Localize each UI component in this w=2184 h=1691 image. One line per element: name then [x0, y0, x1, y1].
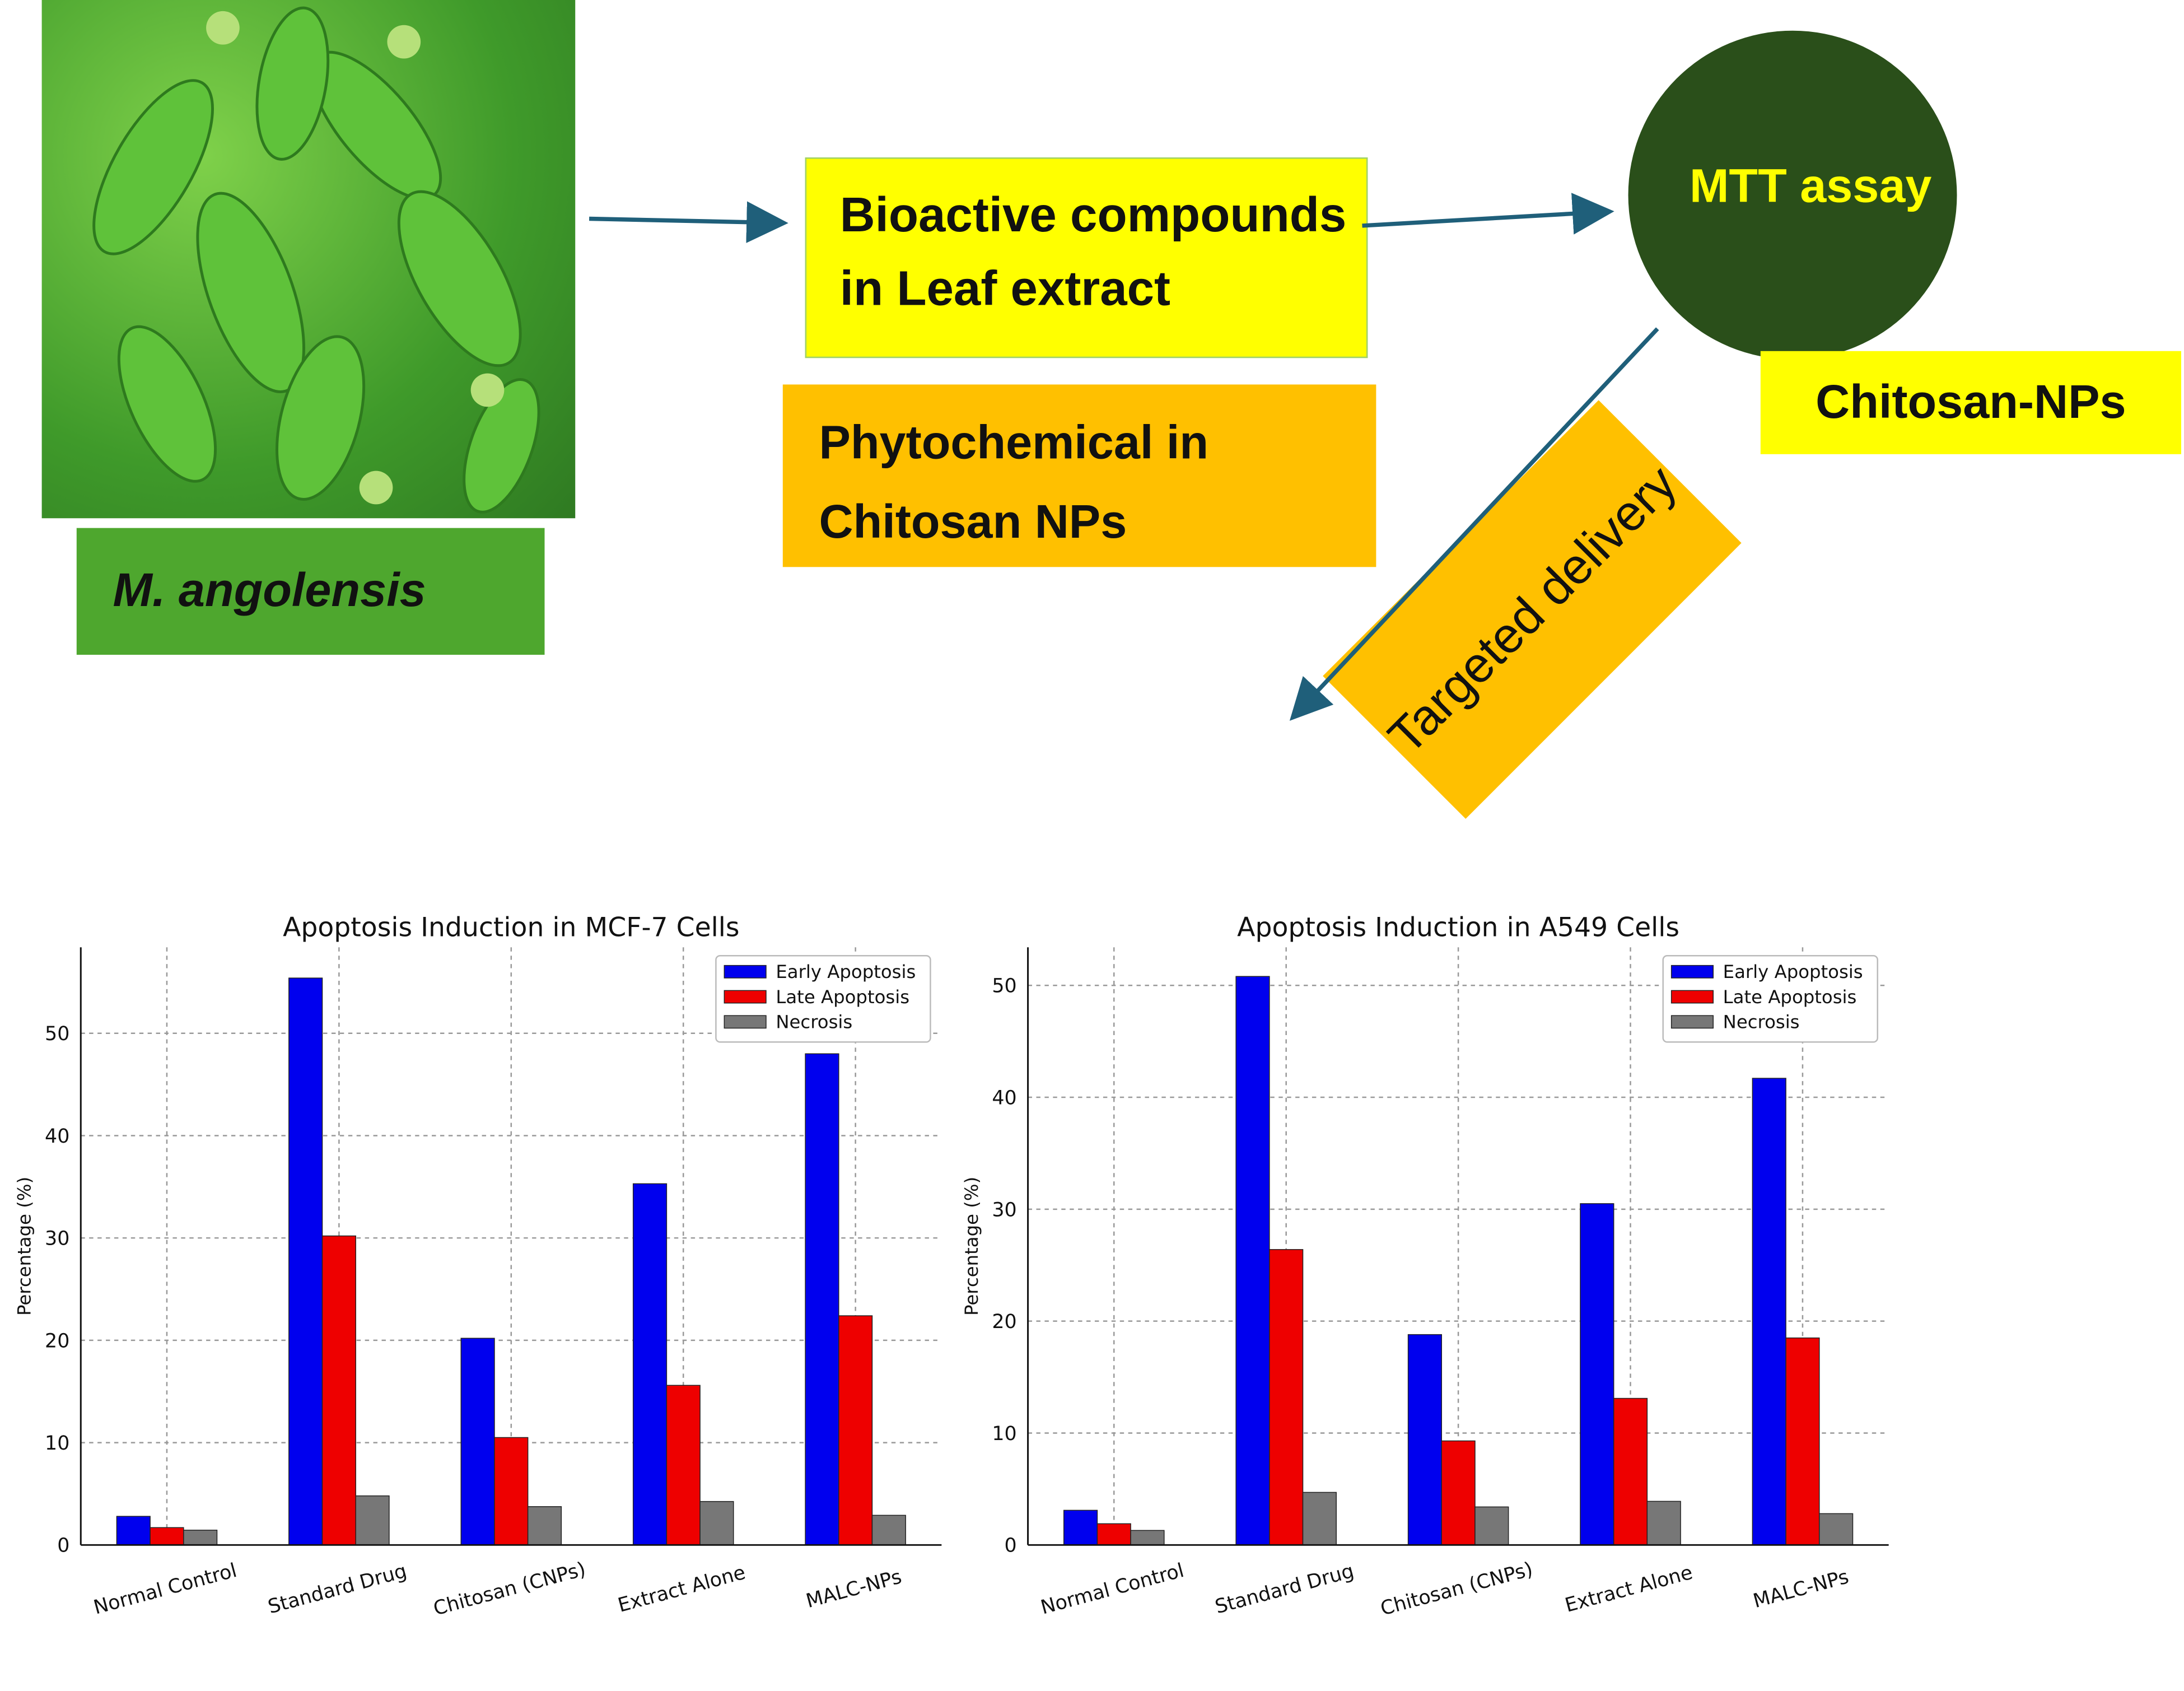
leaf-illustration	[92, 6, 540, 514]
x-tick-label: Extract Alone	[1562, 1562, 1695, 1617]
nanoparticle-box: Phytochemical in Chitosan NPs	[782, 384, 1376, 567]
bar-late-apoptosis	[1441, 1440, 1476, 1546]
y-tick-label: 0	[57, 1535, 69, 1557]
y-axis-label: Percentage (%)	[961, 1177, 982, 1316]
legend-label: Late Apoptosis	[1723, 986, 1857, 1008]
arrow-targeted-delivery	[1289, 327, 1659, 721]
x-tick-label: Normal Control	[1038, 1559, 1186, 1619]
bar-necrosis	[1646, 1501, 1681, 1546]
bar-necrosis	[355, 1495, 390, 1546]
bar-late-apoptosis	[150, 1527, 184, 1546]
extract-line-1: Bioactive compounds	[839, 188, 1347, 243]
extract-box: Bioactive compounds in Leaf extract	[805, 157, 1368, 358]
y-tick-label: 10	[45, 1432, 69, 1455]
y-axis-label: Percentage (%)	[14, 1177, 35, 1316]
bar-early-apoptosis	[1407, 1334, 1442, 1546]
x-tick-label: Standard Drug	[265, 1560, 409, 1619]
bar-early-apoptosis	[632, 1183, 668, 1546]
mtt-assay-label: MTT assay	[1689, 160, 1932, 213]
y-tick-label: 50	[992, 975, 1016, 998]
chart-mcf7: Apoptosis Induction in MCF-7 Cells 0 10 20 3…	[14, 912, 942, 1620]
legend-label: Late Apoptosis	[776, 986, 909, 1008]
bar-early-apoptosis	[1063, 1510, 1098, 1546]
legend-swatch	[724, 965, 767, 979]
bar-late-apoptosis	[1096, 1523, 1131, 1546]
bar-early-apoptosis	[1580, 1203, 1614, 1546]
y-tick-label: 20	[992, 1311, 1016, 1333]
y-tick-label: 0	[1004, 1535, 1016, 1557]
legend-swatch	[1670, 990, 1714, 1004]
y-tick-label: 50	[45, 1023, 69, 1045]
legend-label: Early Apoptosis	[1723, 961, 1863, 982]
bar-necrosis	[1302, 1492, 1337, 1546]
bar-early-apoptosis	[288, 977, 323, 1546]
chart-a549: Apoptosis Induction in A549 Cells 0 10 20 30…	[961, 912, 1889, 1620]
bar-early-apoptosis	[460, 1338, 495, 1546]
chart-title: Apoptosis Induction in MCF-7 Cells	[283, 912, 739, 943]
plant-leaf-photo	[41, 0, 576, 519]
legend-swatch	[1670, 965, 1714, 979]
species-label: M. angolensis	[76, 528, 545, 655]
y-tick-label: 40	[45, 1125, 69, 1148]
bar-necrosis	[1130, 1530, 1165, 1546]
legend-swatch	[724, 1015, 767, 1029]
x-tick-label: MALC-NPs	[804, 1566, 904, 1613]
legend-swatch	[724, 990, 767, 1004]
y-tick-label: 30	[992, 1199, 1016, 1221]
legend-label: Early Apoptosis	[776, 961, 916, 982]
x-tick-label: Chitosan (CNPs)	[431, 1558, 588, 1620]
bar-necrosis	[527, 1506, 562, 1546]
bar-late-apoptosis	[321, 1235, 356, 1546]
bar-necrosis	[1474, 1506, 1509, 1546]
x-tick-label: Standard Drug	[1213, 1560, 1356, 1619]
nps-line-1: Phytochemical in	[819, 416, 1208, 470]
bar-necrosis	[183, 1530, 218, 1546]
extract-line-2: in Leaf extract	[839, 262, 1171, 316]
bar-late-apoptosis	[666, 1385, 701, 1546]
y-tick-label: 10	[992, 1423, 1016, 1445]
bar-late-apoptosis	[1269, 1249, 1304, 1546]
bar-necrosis	[1819, 1513, 1854, 1546]
bar-late-apoptosis	[1785, 1337, 1820, 1546]
x-tick-label: Extract Alone	[615, 1562, 748, 1617]
bar-early-apoptosis	[116, 1516, 151, 1546]
chitosan-nps-label: Chitosan-NPs	[1760, 351, 2181, 454]
arrow-plant-to-extract	[589, 201, 788, 243]
legend-label: Necrosis	[776, 1012, 852, 1033]
arrow-extract-to-assay	[1362, 193, 1614, 235]
nps-line-2: Chitosan NPs	[819, 496, 1127, 549]
flow-arrows	[589, 193, 1659, 721]
y-tick-label: 40	[992, 1087, 1016, 1109]
legend-box	[1662, 954, 1878, 1043]
x-tick-label: Normal Control	[91, 1559, 239, 1619]
bar-necrosis	[699, 1501, 734, 1546]
bar-late-apoptosis	[494, 1437, 529, 1546]
mtt-assay-circle	[1628, 30, 1957, 360]
y-tick-label: 30	[45, 1228, 69, 1250]
legend-label: Necrosis	[1723, 1012, 1800, 1033]
x-tick-label: MALC-NPs	[1751, 1566, 1851, 1613]
bar-early-apoptosis	[1235, 976, 1270, 1546]
bar-necrosis	[871, 1515, 906, 1546]
x-tick-label: Chitosan (CNPs)	[1378, 1558, 1535, 1620]
bar-late-apoptosis	[1613, 1397, 1648, 1546]
legend-swatch	[1670, 1015, 1714, 1029]
legend-box	[715, 954, 931, 1043]
bar-late-apoptosis	[838, 1315, 873, 1546]
chart-title: Apoptosis Induction in A549 Cells	[1237, 912, 1679, 943]
y-tick-label: 20	[45, 1330, 69, 1352]
bar-early-apoptosis	[805, 1053, 839, 1546]
bar-early-apoptosis	[1752, 1078, 1786, 1546]
